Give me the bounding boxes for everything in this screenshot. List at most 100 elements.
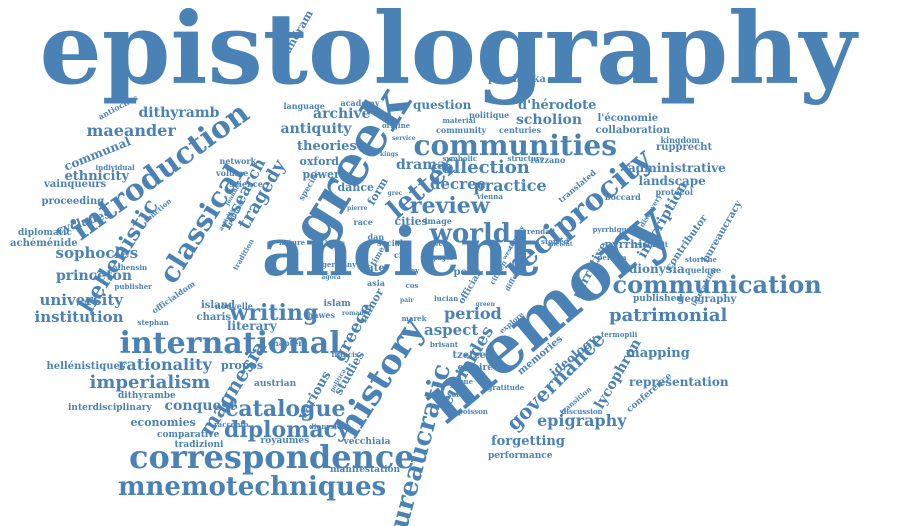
- cloud-word-dionysia: dionysia: [629, 262, 685, 276]
- cloud-word-oxford: oxford: [299, 154, 339, 168]
- cloud-word-dithyramb: dithyramb: [138, 105, 220, 121]
- cloud-word-rationality: rationality: [118, 355, 212, 374]
- cloud-word-athensin: athensin: [113, 262, 148, 272]
- cloud-word-hell-nistiques: hellénistiques: [46, 361, 126, 372]
- cloud-word-collection: collection: [430, 157, 530, 178]
- cloud-word-literary: literary: [227, 319, 277, 333]
- cloud-word-race: race: [353, 217, 373, 227]
- cloud-word-stephan: stephan: [137, 317, 169, 327]
- cloud-word-propos: propos: [221, 358, 264, 372]
- cloud-word-geography: geography: [677, 294, 737, 305]
- cloud-word-decree: decree: [430, 174, 487, 193]
- cloud-word-discussion: discussion: [561, 406, 603, 416]
- cloud-word-interdisciplinary: interdisciplinary: [68, 402, 152, 413]
- cloud-word-landscape: landscape: [638, 174, 706, 188]
- cloud-word-alcune: alcune: [447, 376, 474, 386]
- cloud-word-dan: dan: [367, 232, 385, 242]
- cloud-word-agora: agora: [321, 274, 341, 281]
- cloud-word-charis: charis: [196, 312, 232, 323]
- cloud-word-structure: structure: [507, 153, 545, 163]
- cloud-word-rupprecht: rupprecht: [656, 142, 713, 153]
- cloud-word-nature: nature: [279, 237, 306, 247]
- cloud-word-green: green: [475, 301, 495, 308]
- cloud-word-vecchiaia: vecchiaia: [343, 436, 391, 447]
- cloud-word-dithyrambe: dithyrambe: [118, 390, 176, 401]
- cloud-word-marek: marek: [401, 313, 427, 323]
- cloud-word-brisant: brisant: [430, 339, 459, 349]
- cloud-word-hawes: hawes: [307, 310, 335, 320]
- cloud-word-forgetting: forgetting: [491, 433, 565, 449]
- cloud-word-francis: francis: [331, 349, 359, 359]
- cloud-word-cos: cos: [405, 280, 419, 290]
- cloud-word-tzetze: tzetze: [452, 350, 486, 361]
- cloud-word-tradizioni: tradizioni: [174, 439, 224, 450]
- cloud-word-politique: politique: [469, 110, 510, 120]
- cloud-word-rendall: rendall: [527, 226, 555, 236]
- cloud-word-writing: writing: [229, 300, 319, 326]
- cloud-word-institution: institution: [34, 307, 124, 326]
- cloud-word-protocol: protocol: [655, 187, 693, 197]
- cloud-word-proch-zka: procházka: [488, 74, 546, 85]
- cloud-word-ethnicity: ethnicity: [64, 168, 130, 184]
- cloud-word-quelque: quelque: [685, 265, 722, 275]
- cloud-word-communication: communication: [612, 270, 822, 299]
- cloud-word-austrian: austrian: [254, 378, 297, 389]
- cloud-word-catalogue: catalogue: [225, 396, 346, 422]
- cloud-word-asia: asia: [367, 278, 385, 288]
- cloud-word-comparative: comparative: [157, 429, 220, 440]
- cloud-word-dance: dance: [337, 180, 375, 194]
- cloud-word-grec: grec: [387, 190, 403, 197]
- cloud-word-diplomacy: diplomacy: [224, 417, 350, 443]
- cloud-word-vienna: vienna: [477, 191, 503, 201]
- cloud-word-drama: drama: [396, 157, 447, 173]
- cloud-word-correspondence: correspondence: [129, 438, 415, 476]
- cloud-word-review: review: [410, 193, 490, 219]
- cloud-word-house: house: [325, 240, 345, 247]
- cloud-word-conquest: conquest: [164, 398, 236, 414]
- cloud-word-aspect: aspect: [424, 320, 479, 339]
- cloud-word-pyrrhic: pyrrhic: [604, 237, 650, 251]
- cloud-word-pages: pages: [433, 255, 453, 262]
- cloud-word-princeton: princeton: [56, 268, 133, 284]
- cloud-word-termopili: termopili: [601, 329, 638, 339]
- cloud-word-islam: islam: [323, 298, 351, 309]
- cloud-word-world: world: [429, 219, 511, 249]
- cloud-word-publisher: publisher: [114, 281, 152, 291]
- cloud-word-ach-m-nide: achéménide: [10, 238, 78, 249]
- cloud-word-antiquity: antiquity: [280, 121, 352, 137]
- cloud-word-persika: persika: [597, 252, 627, 262]
- cloud-word-network: network: [219, 156, 257, 166]
- cloud-word-ancient: ancient: [547, 241, 573, 248]
- cloud-word-volume: volume: [216, 168, 249, 178]
- cloud-word-question: question: [413, 98, 472, 112]
- cloud-word-academy: academy: [340, 98, 380, 108]
- cloud-word-d-h-rodote: d'hérodote: [518, 97, 597, 113]
- cloud-word-archive: archive: [313, 106, 371, 122]
- cloud-word-nouvelle: nouvelle: [215, 301, 253, 311]
- cloud-word-symbolic: symbolic: [442, 153, 478, 163]
- cloud-word-collaboration: collaboration: [595, 125, 671, 136]
- cloud-word-razzano: razzano: [530, 155, 566, 165]
- cloud-word-community: community: [436, 125, 487, 135]
- cloud-word-diplomatic: diplomatic: [18, 227, 72, 238]
- cloud-word-kingdom: kingdom: [660, 135, 700, 145]
- cloud-word-language: language: [283, 101, 325, 111]
- cloud-word-storiche: storiche: [685, 254, 717, 264]
- cloud-word-economies: economies: [130, 415, 196, 429]
- cloud-word-service: service: [392, 135, 416, 142]
- cloud-word-origine: origine: [382, 120, 411, 130]
- cloud-word-poisson: poisson: [458, 406, 488, 416]
- cloud-word-l-conomie: l'économie: [597, 113, 659, 124]
- cloud-word-university: university: [39, 290, 123, 309]
- cloud-word-rey: rey: [407, 265, 420, 275]
- cloud-word-manifestation: manifestation: [330, 464, 401, 475]
- cloud-word-greco: greco: [427, 241, 447, 248]
- cloud-word-social: social: [377, 238, 403, 248]
- cloud-word-administrative: administrative: [628, 161, 726, 175]
- cloud-word-mapping: mapping: [626, 345, 690, 361]
- cloud-word-image: image: [424, 216, 452, 226]
- cloud-word-imperialism: imperialism: [89, 372, 211, 393]
- cloud-word-island: island: [201, 300, 235, 311]
- cloud-word-centuries: centuries: [499, 125, 542, 135]
- cloud-word-chapter: chapter: [268, 338, 303, 348]
